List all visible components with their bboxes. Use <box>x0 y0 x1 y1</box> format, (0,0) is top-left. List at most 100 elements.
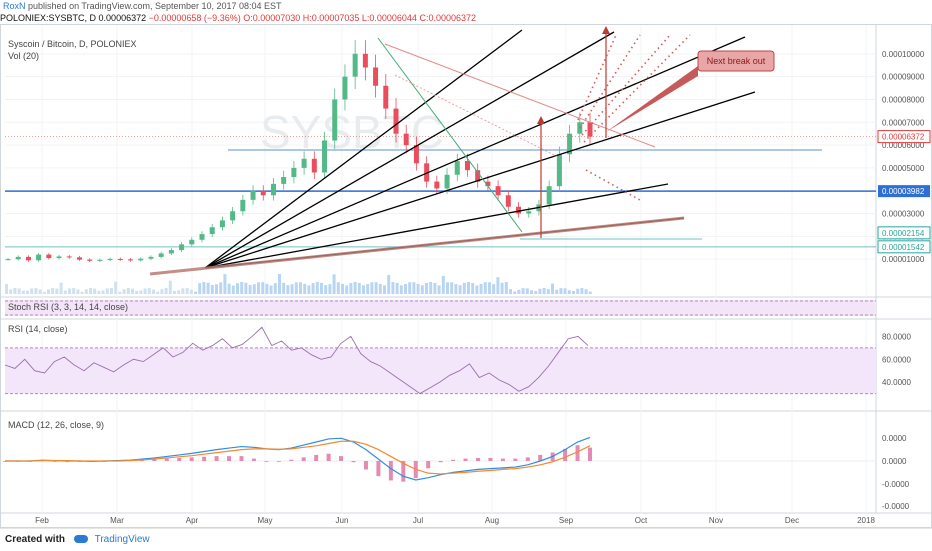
price-tick-label: 0.00007000 <box>882 118 925 127</box>
volume-bar <box>509 289 512 294</box>
price-badge-bg <box>877 226 931 240</box>
volume-bar <box>42 291 46 294</box>
time-tick-label: Nov <box>709 516 723 525</box>
tradingview-brand[interactable]: TradingView <box>94 534 150 545</box>
volume-bar <box>555 289 559 294</box>
volume-bar <box>462 282 466 294</box>
rsi-line <box>4 326 589 395</box>
projection-dots-1 <box>579 34 641 129</box>
stoch-band <box>5 300 876 316</box>
high-value: H:0.00007035 <box>302 13 360 23</box>
volume-bar <box>576 288 580 294</box>
candle-body <box>107 258 113 260</box>
volume-bar <box>404 283 407 294</box>
volume-bar <box>152 289 155 294</box>
projection-dots-4 <box>585 169 641 201</box>
time-tick-label: Apr <box>186 516 199 525</box>
volume-bar <box>504 282 508 294</box>
volume-bar <box>299 282 302 294</box>
candle-body <box>168 250 174 254</box>
volume-bar <box>517 289 521 294</box>
candle-body <box>56 256 62 259</box>
volume-bar <box>273 283 277 294</box>
price-badge-text: 0.00006372 <box>882 133 925 142</box>
candle-body <box>117 258 123 260</box>
footer-bar: Created with TradingView <box>0 528 932 551</box>
macd-histogram-bar <box>251 458 256 461</box>
macd-histogram-bar <box>575 445 580 461</box>
volume-bar <box>34 288 38 294</box>
candle-body <box>230 211 236 221</box>
volume-bar <box>546 289 550 294</box>
volume-bar <box>206 282 210 294</box>
volume-bar <box>97 290 101 294</box>
candle-body <box>219 220 225 228</box>
volume-bar <box>13 288 17 294</box>
volume-bar <box>315 282 319 294</box>
volume-bar <box>542 288 546 294</box>
candle-body <box>281 177 287 184</box>
candle-body <box>76 257 82 260</box>
volume-bar <box>223 274 227 294</box>
price-badge-bg <box>877 130 931 144</box>
candle-body <box>291 167 297 178</box>
falling-trendline-green <box>377 37 523 233</box>
volume-bar <box>332 274 336 294</box>
volume-bar <box>118 291 122 294</box>
volume-bar <box>76 289 80 294</box>
candles-group <box>5 40 593 263</box>
time-tick-label: 2018 <box>857 516 875 525</box>
volume-bar <box>194 291 197 294</box>
volume-bar <box>215 284 218 294</box>
volume-group <box>5 274 592 294</box>
volume-bar <box>467 282 470 294</box>
volume-bar <box>55 288 59 294</box>
volume-bar <box>101 290 105 294</box>
volume-bar <box>173 290 176 294</box>
tradingview-logo-icon <box>73 535 88 544</box>
volume-bar <box>496 277 500 294</box>
volume-bar <box>441 275 445 294</box>
volume-bar <box>580 288 584 294</box>
macd-tick-label: 0.0000 <box>882 434 907 443</box>
fan-line-4 <box>204 183 669 269</box>
price-badge-text: 0.00001542 <box>882 243 925 252</box>
candle-body <box>546 186 552 205</box>
volume-bar <box>584 289 588 294</box>
open-value: O:0.00007030 <box>243 13 301 23</box>
volume-bar <box>68 288 71 294</box>
author-link[interactable]: RoxN <box>3 1 26 11</box>
volume-bar <box>488 282 491 294</box>
candle-body <box>332 99 338 141</box>
volume-bar <box>181 288 185 294</box>
candle-body <box>25 256 31 261</box>
candle-body <box>577 122 583 134</box>
macd-histogram-bar <box>301 457 306 461</box>
volume-bar <box>93 288 97 294</box>
volume-bar <box>240 282 244 294</box>
volume-bar <box>588 291 592 294</box>
candle-body <box>505 195 511 207</box>
falling-resistance <box>384 43 656 148</box>
volume-bar <box>168 280 172 294</box>
volume-bar <box>559 288 563 294</box>
time-tick-label: Jul <box>413 516 423 525</box>
candle-body <box>97 259 103 261</box>
time-tick-label: Mar <box>110 516 124 525</box>
volume-bar <box>156 291 160 294</box>
volume-bar <box>131 288 134 294</box>
volume-bar <box>248 285 252 294</box>
macd-histogram-bar <box>363 461 368 470</box>
volume-bar <box>454 284 458 294</box>
macd-histogram-bar <box>202 456 207 461</box>
projection-dots-2 <box>581 34 671 136</box>
candle-body <box>15 256 21 260</box>
volume-bar <box>286 285 290 294</box>
volume-bar <box>290 284 294 294</box>
volume-bar <box>126 288 130 294</box>
candle-body <box>393 108 399 134</box>
last-price: 0.00006372 <box>98 13 147 23</box>
volume-bar <box>147 288 151 294</box>
arrow-head-target <box>602 26 610 34</box>
macd-histogram-bar <box>588 447 592 461</box>
